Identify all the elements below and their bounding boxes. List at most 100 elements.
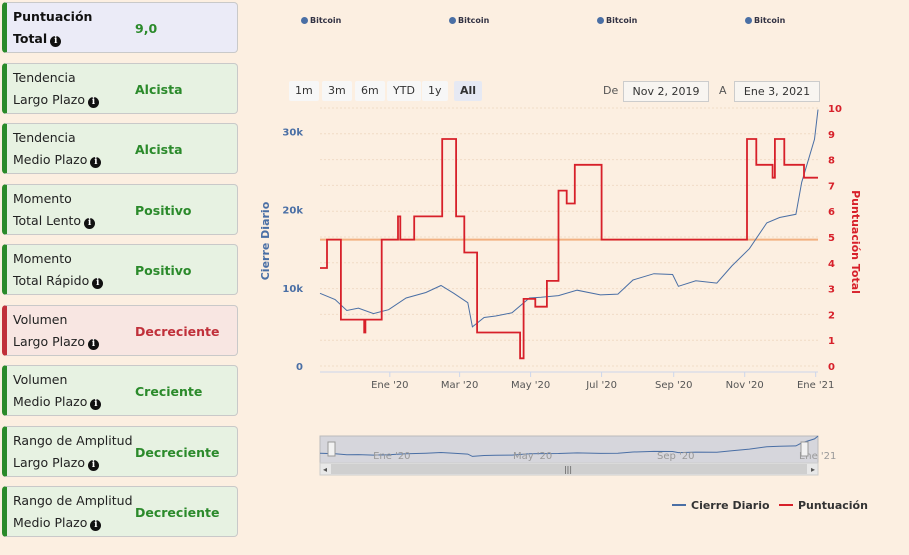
y-right-tick-label: 7 [828,181,835,192]
indicator-card: Volumen Medio Plazo i Creciente [2,365,238,416]
indicator-label-line2: Medio Plazo [13,515,88,530]
scroll-left-arrow-icon[interactable]: ◂ [323,465,327,474]
y-left-tick-label: 0 [296,362,303,373]
indicator-label-line2: Largo Plazo [13,455,85,470]
navigator-right-handle[interactable] [800,441,809,457]
indicator-card: Tendencia Largo Plazo i Alcista [2,63,238,114]
line-swatch-icon [779,504,793,506]
y-right-tick-label: 8 [828,156,835,167]
line-swatch-icon [672,504,686,506]
y-right-axis-title: Puntuación Total [849,190,862,294]
top-legend-item[interactable]: Bitcoin [449,16,489,25]
indicator-card: Momento Total Lento i Positivo [2,184,238,235]
info-icon[interactable]: i [90,520,102,531]
legend-item-price[interactable]: Cierre Diario [672,499,770,512]
scrollbar-grip-icon: ||| [564,465,572,474]
series-dot-icon [301,17,308,24]
indicator-label-line2: Largo Plazo [13,92,85,107]
x-tick-label: May '20 [511,380,550,391]
y-right-tick-label: 0 [828,362,835,373]
navigator-left-handle[interactable] [327,441,336,457]
range-button-all[interactable]: All [454,81,483,101]
range-button-ytd[interactable]: YTD [387,81,421,101]
indicator-value: Positivo [135,263,192,278]
info-icon[interactable]: i [92,278,104,289]
series-dot-icon [449,17,456,24]
indicator-label-line1: Tendencia [13,130,76,145]
score-card: Puntuación Total i 9,0 [2,2,238,53]
score-series-line [320,138,818,360]
info-icon[interactable]: i [87,97,99,108]
navigator-label: May '20 [513,451,552,462]
info-icon[interactable]: i [87,339,99,350]
navigator-label: Sep '20 [657,451,695,462]
info-icon[interactable]: i [87,460,99,471]
indicator-card: Volumen Largo Plazo i Decreciente [2,305,238,356]
y-left-tick-label: 20k [282,206,303,217]
navigator-scrollbar-thumb[interactable] [331,464,807,474]
score-label-line2: Total [13,31,48,46]
x-tick-label: Jul '20 [585,380,617,391]
indicator-label-line2: Largo Plazo [13,334,85,349]
y-right-tick-label: 5 [828,233,835,244]
indicator-label-line2: Medio Plazo [13,394,88,409]
indicator-card: Momento Total Rápido i Positivo [2,244,238,295]
y-left-tick-label: 30k [282,127,303,138]
y-right-tick-label: 9 [828,130,835,141]
indicator-value: Decreciente [135,445,220,460]
x-tick-label: Ene '20 [371,380,408,391]
range-button-1m[interactable]: 1m [289,81,319,101]
range-button-6m[interactable]: 6m [355,81,385,101]
y-right-tick-label: 3 [828,285,835,296]
x-tick-label: Sep '20 [655,380,693,391]
indicator-label-line1: Momento [13,191,72,206]
score-label-line1: Puntuación [13,9,93,24]
legend-item-score[interactable]: Puntuación [779,499,868,512]
to-label: A [719,84,727,97]
info-icon[interactable]: i [50,36,62,47]
price-series-line [319,109,819,328]
indicator-label-line1: Rango de Amplitud [13,493,133,508]
x-tick-label: Ene '21 [797,380,834,391]
range-button-1y[interactable]: 1y [422,81,448,101]
scroll-right-arrow-icon[interactable]: ▸ [811,465,815,474]
indicator-label-line2: Total Lento [13,213,82,228]
indicator-label-line2: Total Rápido [13,273,90,288]
info-icon[interactable]: i [84,218,96,229]
indicator-value: Creciente [135,384,203,399]
from-date-input[interactable]: Nov 2, 2019 [623,81,709,102]
from-label: De [603,84,619,97]
y-right-tick-label: 2 [828,310,835,321]
y-right-tick-label: 10 [828,104,842,115]
y-left-tick-label: 10k [282,284,303,295]
info-icon[interactable]: i [90,399,102,410]
indicator-card: Rango de Amplitud Largo Plazo i Decrecien… [2,426,238,477]
x-tick-label: Nov '20 [726,380,764,391]
top-legend-item[interactable]: Bitcoin [597,16,637,25]
navigator-series-line [319,435,819,457]
indicator-label-line1: Tendencia [13,70,76,85]
indicator-value: Alcista [135,142,183,157]
navigator-mask[interactable] [319,435,819,464]
y-right-tick-label: 6 [828,207,835,218]
x-tick-label: Mar '20 [441,380,479,391]
y-left-axis-title: Cierre Diario [259,201,272,280]
series-dot-icon [745,17,752,24]
navigator-label: Ene '21 [799,451,836,462]
to-date-input[interactable]: Ene 3, 2021 [734,81,820,102]
score-value: 9,0 [135,21,158,36]
top-legend-item[interactable]: Bitcoin [745,16,785,25]
info-icon[interactable]: i [90,157,102,168]
indicator-value: Positivo [135,203,192,218]
y-right-tick-label: 4 [828,259,835,270]
indicator-label-line1: Momento [13,251,72,266]
indicator-label-line2: Medio Plazo [13,152,88,167]
indicator-label-line1: Volumen [13,312,68,327]
indicator-value: Alcista [135,82,183,97]
range-button-3m[interactable]: 3m [322,81,352,101]
navigator-label: Ene '20 [373,451,410,462]
indicator-panel: Puntuación Total i 9,0 Tendencia Largo Pl… [0,0,240,555]
top-legend-item[interactable]: Bitcoin [301,16,341,25]
y-right-tick-label: 1 [828,336,835,347]
